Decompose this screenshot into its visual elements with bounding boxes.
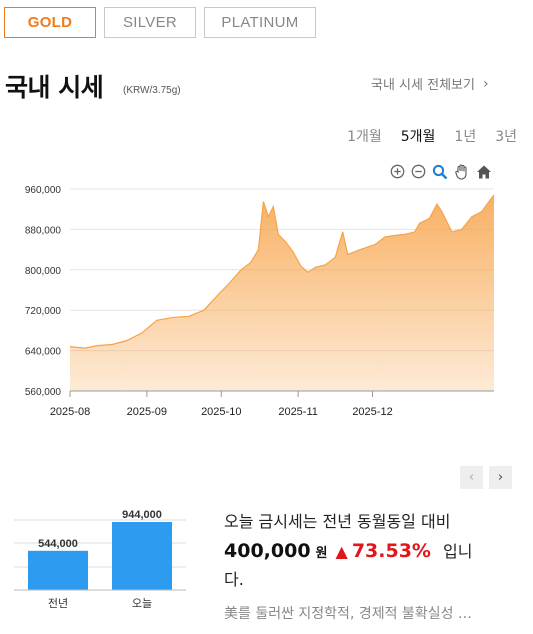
unit-label: (KRW/3.75g) bbox=[123, 85, 181, 96]
tab-gold[interactable]: GOLD bbox=[4, 7, 96, 38]
comparison-bar bbox=[112, 522, 172, 590]
summary-pager: ‹ › bbox=[460, 466, 512, 489]
y-tick-label: 960,000 bbox=[25, 185, 62, 196]
bar-value-label: 544,000 bbox=[38, 538, 78, 550]
pan-hand-icon[interactable] bbox=[454, 163, 470, 180]
zoom-in-icon[interactable] bbox=[390, 164, 405, 179]
next-button[interactable]: › bbox=[489, 466, 512, 489]
zoom-out-icon[interactable] bbox=[411, 164, 426, 179]
x-tick-label: 2025-08 bbox=[50, 406, 90, 418]
comparison-summary: 오늘 금시세는 전년 동월동일 대비 400,000 원 ▲ 73.53% 입니… bbox=[224, 508, 514, 590]
period-1month[interactable]: 1개월 bbox=[347, 129, 382, 145]
comparison-chart: 544,000 전년 944,000 오늘 bbox=[14, 509, 186, 610]
view-all-link[interactable]: 국내 시세 전체보기 › bbox=[371, 74, 489, 94]
tab-silver[interactable]: SILVER bbox=[104, 7, 196, 38]
bar-category-label: 오늘 bbox=[132, 597, 152, 610]
bar-category-label: 전년 bbox=[48, 597, 68, 610]
magnifier-icon[interactable] bbox=[432, 164, 448, 180]
price-line bbox=[69, 194, 495, 349]
bar-value-label: 944,000 bbox=[122, 509, 162, 521]
price-area bbox=[70, 195, 494, 391]
news-headline[interactable]: 美를 둘러싼 지정학적, 경제적 불확실성 … bbox=[224, 606, 472, 622]
view-all-label: 국내 시세 전체보기 bbox=[371, 78, 475, 93]
comparison-bar bbox=[28, 550, 88, 590]
period-3year[interactable]: 3년 bbox=[495, 129, 517, 145]
y-tick-label: 560,000 bbox=[25, 387, 62, 398]
chart-toolbar bbox=[390, 163, 492, 180]
period-selector: 1개월 5개월 1년 3년 bbox=[347, 126, 517, 146]
up-arrow-icon: ▲ bbox=[335, 542, 348, 561]
summary-line3: 다. bbox=[224, 570, 244, 589]
x-tick-label: 2025-12 bbox=[352, 406, 392, 418]
metal-tabs: GOLD SILVER PLATINUM bbox=[4, 7, 316, 38]
summary-line1: 오늘 금시세는 전년 동월동일 대비 bbox=[224, 512, 451, 531]
x-tick-label: 2025-11 bbox=[278, 406, 318, 418]
prev-button[interactable]: ‹ bbox=[460, 466, 483, 489]
summary-line2: 400,000 원 ▲ 73.53% 입니 bbox=[224, 538, 514, 562]
currency-label: 원 bbox=[315, 546, 328, 561]
tab-platinum[interactable]: PLATINUM bbox=[204, 7, 316, 38]
chevron-right-icon: › bbox=[482, 75, 489, 92]
y-tick-label: 640,000 bbox=[25, 347, 62, 358]
period-5month[interactable]: 5개월 bbox=[400, 129, 436, 145]
y-tick-label: 880,000 bbox=[25, 225, 62, 236]
y-tick-label: 720,000 bbox=[25, 306, 62, 317]
period-1year[interactable]: 1년 bbox=[454, 129, 477, 145]
diff-percent: 73.53% bbox=[351, 540, 431, 562]
y-tick-label: 800,000 bbox=[25, 266, 62, 277]
price-chart: 960,000 880,000 800,000 720,000 640,000 560,0… bbox=[25, 185, 495, 418]
page-title: 국내 시세 bbox=[5, 73, 104, 102]
summary-tail: 입니 bbox=[442, 542, 473, 561]
x-tick-label: 2025-09 bbox=[127, 406, 167, 418]
home-icon[interactable] bbox=[476, 164, 492, 180]
diff-amount: 400,000 bbox=[224, 540, 311, 562]
x-tick-label: 2025-10 bbox=[201, 406, 241, 418]
